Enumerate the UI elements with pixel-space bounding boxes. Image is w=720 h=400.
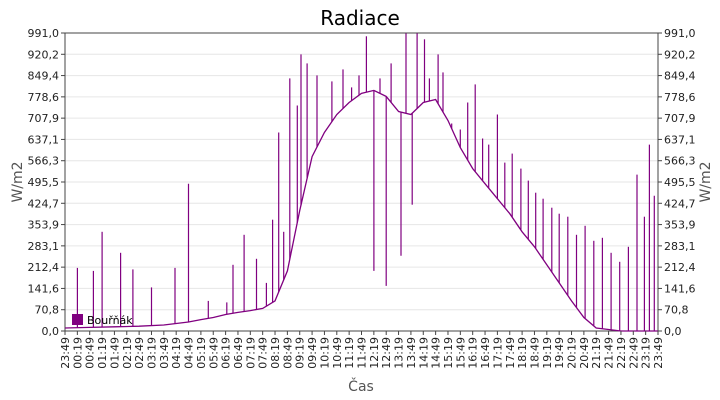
x-tick-label: 08:49	[281, 337, 294, 369]
y-tick-label-left: 920,2	[28, 48, 60, 61]
series-layer	[64, 33, 658, 332]
y-tick-label-right: 141,6	[664, 282, 696, 295]
x-tick-label: 06:49	[232, 337, 245, 369]
x-tick-label: 16:49	[479, 337, 492, 369]
y-tick-label-left: 424,7	[28, 197, 60, 210]
legend-label: Bouřňák	[87, 314, 133, 327]
x-tick-label: 07:19	[244, 337, 257, 369]
y-tick-label-right: 0,0	[664, 325, 682, 338]
y-tick-label-right: 778,6	[664, 91, 696, 104]
x-tick-label: 05:49	[207, 337, 220, 369]
x-tick-label: 22:49	[627, 337, 640, 369]
y-tick-label-left: 495,5	[28, 176, 60, 189]
x-tick-label: 10:19	[318, 337, 331, 369]
x-tick-label: 14:49	[430, 337, 443, 369]
x-tick-label: 20:19	[566, 337, 579, 369]
chart-title: Radiace	[320, 6, 400, 30]
x-tick-label: 11:49	[356, 337, 369, 369]
y-tick-label-right: 707,9	[664, 112, 696, 125]
x-tick-label: 12:19	[368, 337, 381, 369]
x-tick-label: 13:49	[405, 337, 418, 369]
y-tick-label-right: 283,1	[664, 240, 696, 253]
x-tick-label: 06:19	[220, 337, 233, 369]
y-tick-label-right: 566,3	[664, 155, 696, 168]
x-tick-label: 04:49	[183, 337, 196, 369]
x-tick-label: 17:19	[491, 337, 504, 369]
y-tick-label-left: 566,3	[28, 155, 60, 168]
y-tick-label-left: 707,9	[28, 112, 60, 125]
x-tick-label: 00:19	[71, 337, 84, 369]
y-axis-label-right: W/m2	[698, 161, 714, 202]
legend: Bouřňák	[72, 314, 133, 327]
y-tick-label-left: 0,0	[42, 325, 60, 338]
y-axis-left: 0,0 70,8 141,6 212,4 283,1 353,9 424,7 495,5 566…	[28, 27, 65, 338]
x-tick-label: 18:19	[516, 337, 529, 369]
x-tick-label: 19:19	[541, 337, 554, 369]
x-tick-label: 07:49	[257, 337, 270, 369]
x-tick-label: 19:49	[553, 337, 566, 369]
x-tick-label: 12:49	[380, 337, 393, 369]
y-axis-right: 0,0 70,8 141,6 212,4 283,1 353,9 424,7 495,5 566…	[658, 27, 696, 338]
x-tick-label: 03:49	[158, 337, 171, 369]
y-tick-label-right: 70,8	[664, 304, 689, 317]
x-tick-label: 16:19	[467, 337, 480, 369]
y-tick-label-right: 637,1	[664, 133, 696, 146]
y-tick-label-left: 353,9	[28, 219, 60, 232]
x-tick-label: 02:49	[133, 337, 146, 369]
x-tick-label: 04:19	[170, 337, 183, 369]
y-axis-label-left: W/m2	[10, 161, 26, 202]
x-tick-label: 21:49	[603, 337, 616, 369]
x-tick-label: 17:49	[504, 337, 517, 369]
y-tick-label-left: 141,6	[28, 282, 60, 295]
x-tick-label: 01:49	[108, 337, 121, 369]
y-tick-label-left: 849,4	[28, 70, 60, 83]
x-tick-label: 20:49	[578, 337, 591, 369]
y-tick-label-left: 283,1	[28, 240, 60, 253]
y-tick-label-right: 212,4	[664, 261, 696, 274]
x-tick-label: 02:19	[121, 337, 134, 369]
grid-lines	[65, 53, 658, 311]
x-tick-label: 01:19	[96, 337, 109, 369]
x-tick-label: 08:19	[269, 337, 282, 369]
y-tick-label-right: 920,2	[664, 48, 696, 61]
y-tick-label-right: 849,4	[664, 70, 696, 83]
x-tick-label: 21:19	[590, 337, 603, 369]
x-tick-label: 09:19	[294, 337, 307, 369]
x-tick-label: 05:19	[195, 337, 208, 369]
y-tick-label-right: 424,7	[664, 197, 696, 210]
x-tick-label: 15:19	[442, 337, 455, 369]
x-tick-label: 15:49	[454, 337, 467, 369]
x-tick-label: 18:49	[528, 337, 541, 369]
series-baseline-line	[64, 89, 658, 332]
y-tick-label-left: 637,1	[28, 133, 60, 146]
x-tick-label: 03:19	[145, 337, 158, 369]
x-tick-label: 00:49	[84, 337, 97, 369]
x-tick-label: 22:19	[615, 337, 628, 369]
x-tick-label: 09:49	[306, 337, 319, 369]
x-tick-label: 14:19	[417, 337, 430, 369]
y-tick-label-right: 495,5	[664, 176, 696, 189]
x-tick-label: 13:19	[393, 337, 406, 369]
y-tick-label-left: 70,8	[35, 304, 60, 317]
x-tick-label: 23:19	[640, 337, 653, 369]
x-tick-label: 23:49	[59, 337, 72, 369]
y-tick-label-left: 991,0	[28, 27, 60, 40]
y-tick-label-right: 991,0	[664, 27, 696, 40]
x-tick-label: 10:49	[331, 337, 344, 369]
x-tick-label: 11:19	[343, 337, 356, 369]
x-tick-label: 23:49	[652, 337, 665, 369]
y-tick-label-left: 212,4	[28, 261, 60, 274]
x-axis: 23:49 00:19 00:49 01:19 01:49 02:19 02:49 03:19…	[59, 331, 665, 369]
x-axis-label: Čas	[348, 377, 374, 395]
y-tick-label-left: 778,6	[28, 91, 60, 104]
legend-swatch	[72, 314, 83, 325]
y-tick-label-right: 353,9	[664, 219, 696, 232]
